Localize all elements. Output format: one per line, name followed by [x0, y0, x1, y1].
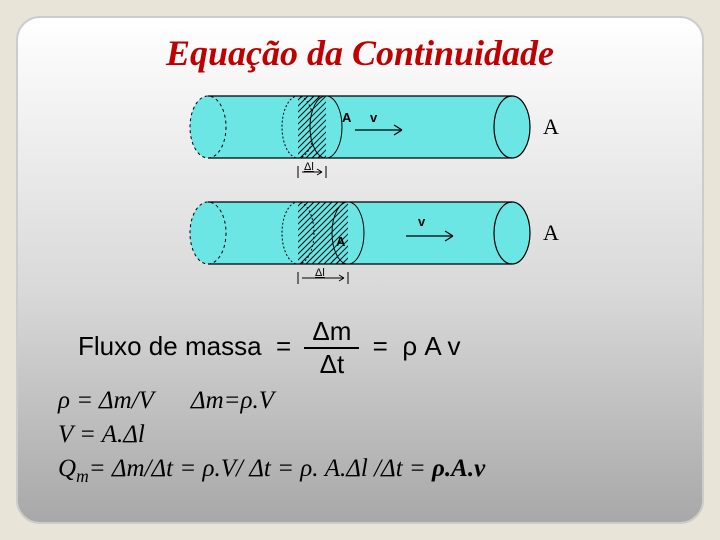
cylinder-top: A v A Δl	[190, 96, 559, 178]
label-A-inner-bottom: A	[336, 234, 346, 249]
eq-line-3: Qm= Δm/Δt = ρ.V/ Δt = ρ. A.Δl /Δt = ρ.A.…	[58, 452, 702, 489]
equations-block: ρ = Δm/V Δm=ρ.V V = A.Δl Qm= Δm/Δt = ρ.V…	[58, 384, 702, 488]
eq-sign-1: =	[276, 331, 291, 361]
label-A-end-bottom: A	[543, 220, 559, 245]
slide-title: Equação da Continuidade	[18, 32, 702, 74]
mass-flux-label: Fluxo de massa	[78, 331, 262, 361]
eq-line-1: ρ = Δm/V Δm=ρ.V	[58, 384, 702, 418]
cylinder-bottom: A v A Δl	[190, 202, 559, 284]
continuity-diagram: A v A Δl	[150, 92, 570, 302]
frac-den: Δt	[304, 349, 359, 380]
eq-line-2: V = A.Δl	[58, 418, 702, 452]
eq3-pre: Q	[58, 455, 76, 482]
eq3-bold: ρ.A.v	[432, 455, 485, 482]
label-A-end-top: A	[543, 114, 559, 139]
label-dl-bottom: Δl	[315, 267, 325, 279]
mass-flux-rhs: ρ A v	[402, 331, 460, 361]
eq1b: Δm=ρ.V	[191, 387, 274, 414]
frac-num: Δm	[304, 316, 359, 349]
mass-flux-formula: Fluxo de massa = Δm Δt = ρ A v	[78, 316, 702, 380]
label-dl-top: Δl	[304, 161, 314, 173]
eq-sign-2: =	[373, 331, 388, 361]
mass-flux-fraction: Δm Δt	[304, 316, 359, 380]
eq2: V = A.Δl	[58, 421, 145, 448]
label-A-inner-top: A	[342, 110, 352, 125]
cylinder-svg: A v A Δl	[150, 92, 570, 302]
label-v-bottom: v	[418, 214, 426, 229]
eq3-main: = Δm/Δt = ρ.V/ Δt = ρ. A.Δl /Δt =	[89, 455, 432, 482]
eq3-sub: m	[76, 466, 89, 486]
label-v-top: v	[370, 110, 378, 125]
eq1a: ρ = Δm/V	[58, 387, 153, 414]
